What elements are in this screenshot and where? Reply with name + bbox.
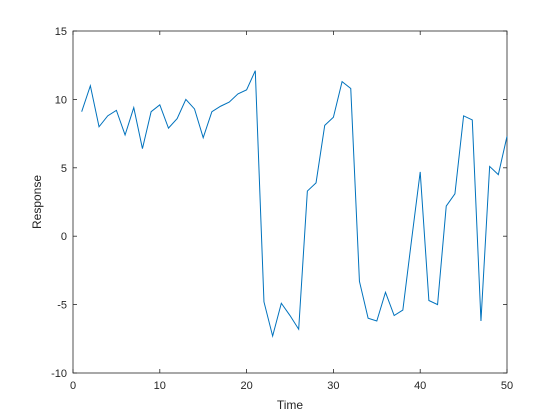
x-tick-label: 40 (414, 380, 426, 392)
y-tick-label: 5 (61, 163, 67, 175)
x-tick-label: 20 (240, 380, 252, 392)
x-tick-label: 0 (70, 380, 76, 392)
x-tick-label: 10 (154, 380, 166, 392)
x-tick-label: 30 (327, 380, 339, 392)
plot-box (72, 30, 508, 374)
data-line (81, 70, 508, 339)
y-tick-label: 0 (61, 231, 67, 243)
x-tick-label: 50 (501, 380, 513, 392)
y-tick-label: -5 (57, 300, 67, 312)
y-tick-label: 10 (55, 94, 67, 106)
y-axis-label: Response (30, 175, 44, 229)
y-tick-label: 15 (55, 26, 67, 38)
y-tick-label: -10 (51, 368, 67, 380)
x-axis-label: Time (277, 398, 304, 412)
